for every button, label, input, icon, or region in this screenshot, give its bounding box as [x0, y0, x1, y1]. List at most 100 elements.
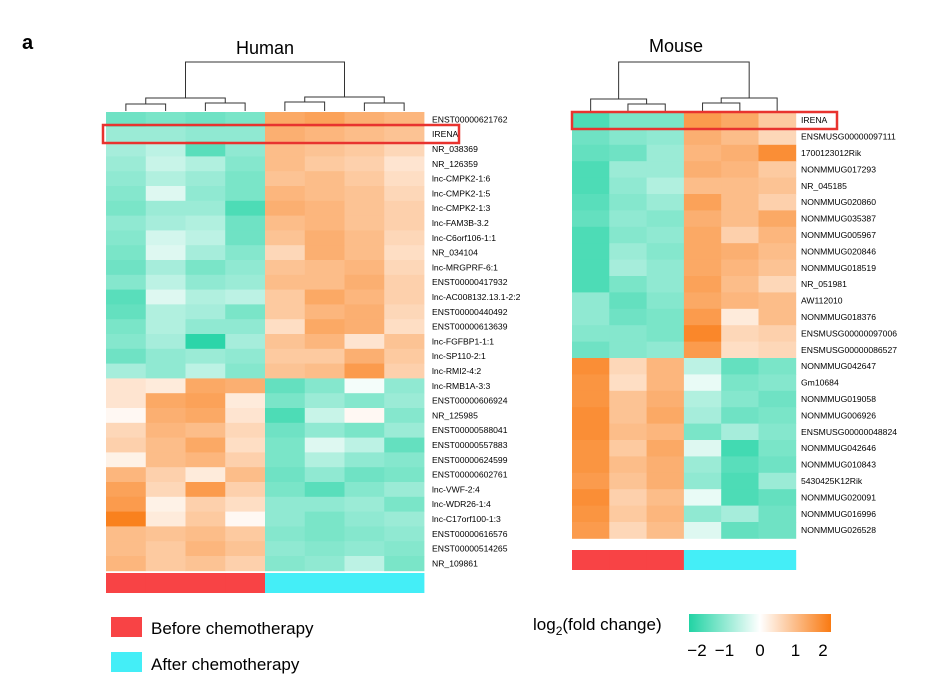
human-heatmap-cell	[344, 496, 385, 512]
human-heatmap-cell	[265, 511, 306, 527]
mouse-heatmap-cell	[609, 144, 647, 162]
human-heatmap-cell	[304, 289, 345, 305]
human-heatmap-cell	[185, 186, 226, 202]
human-heatmap-cell	[225, 171, 266, 187]
human-row-label: ENST00000624599	[432, 455, 508, 465]
human-heatmap-cell	[225, 215, 266, 231]
human-heatmap-cell	[304, 378, 345, 394]
human-heatmap-cell	[185, 363, 226, 379]
human-row-label: NR_126359	[432, 159, 478, 169]
human-heatmap-cell	[185, 126, 226, 142]
mouse-row-label: AW112010	[801, 296, 843, 306]
mouse-heatmap-cell	[683, 210, 722, 228]
human-title: Human	[236, 38, 294, 58]
mouse-heatmap-cell	[721, 358, 759, 375]
human-heatmap-cell	[185, 171, 226, 187]
mouse-heatmap-cell	[572, 194, 610, 211]
mouse-heatmap-cell	[572, 456, 610, 474]
human-heatmap-cell	[185, 289, 226, 305]
human-heatmap-cell	[145, 126, 186, 142]
mouse-heatmap-cell	[646, 456, 685, 474]
mouse-heatmap-cell	[721, 308, 759, 326]
human-heatmap-cell	[225, 186, 266, 202]
human-heatmap-cell	[344, 452, 385, 468]
human-heatmap-cell	[265, 141, 306, 157]
mouse-row-label: NR_051981	[801, 279, 847, 289]
human-heatmap-cell	[344, 348, 385, 364]
mouse-heatmap-cell	[758, 276, 797, 293]
human-heatmap-panel: Human ENST00000621762 IRENA NR_038369 NR_12…	[101, 38, 521, 593]
mouse-heatmap-cell	[683, 440, 722, 457]
mouse-row-label: 5430425K12Rik	[801, 476, 863, 486]
mouse-heatmap-cell	[609, 243, 647, 260]
human-row-labels: ENST00000621762 IRENA NR_038369 NR_126359ln…	[432, 114, 521, 568]
human-heatmap-cell	[265, 319, 306, 335]
human-row-label: ENST00000557883	[432, 440, 508, 450]
human-heatmap-cell	[384, 437, 425, 453]
mouse-row-label: NONMMUG018519	[801, 263, 876, 273]
human-heatmap-cell	[265, 452, 306, 468]
colorbar-tick-label: −1	[715, 641, 734, 660]
mouse-heatmap-cell	[646, 226, 685, 244]
human-heatmap-cell	[145, 556, 186, 572]
mouse-heatmap-cell	[609, 226, 647, 244]
human-heatmap-cell	[225, 230, 266, 246]
mouse-heatmap-cell	[721, 243, 759, 260]
human-heatmap-cell	[185, 319, 226, 335]
mouse-heatmap-cell	[721, 407, 759, 424]
mouse-heatmap-cell	[609, 489, 647, 506]
mouse-heatmap-cell	[758, 423, 797, 441]
mouse-row-label: NONMMUG026528	[801, 525, 876, 535]
mouse-heatmap-cell	[683, 456, 722, 474]
human-group-bar-cell	[304, 573, 345, 593]
human-heatmap-cell	[384, 422, 425, 438]
colorbar-gradient	[689, 614, 831, 632]
mouse-heatmap-cell	[646, 210, 685, 228]
human-heatmap-cell	[344, 156, 385, 172]
human-heatmap-cell	[225, 200, 266, 216]
human-heatmap-cell	[265, 334, 306, 350]
human-heatmap-cell	[225, 289, 266, 305]
human-heatmap-cell	[185, 422, 226, 438]
mouse-heatmap-cell	[646, 177, 685, 195]
human-heatmap-cell	[106, 482, 147, 498]
human-heatmap-cell	[384, 171, 425, 187]
human-row-label: lnc-C6orf106-1:1	[432, 233, 496, 243]
human-heatmap-cell	[185, 378, 226, 394]
mouse-heatmap-cell	[721, 177, 759, 195]
human-row-label: ENST00000514265	[432, 544, 508, 554]
mouse-dendrogram-link	[702, 102, 741, 111]
human-row-label: NR_125985	[432, 410, 478, 420]
mouse-heatmap-cell	[646, 489, 685, 506]
mouse-group-bar-cell	[721, 550, 759, 570]
mouse-row-label: NONMMUG020860	[801, 197, 876, 207]
mouse-heatmap-cell	[721, 456, 759, 474]
mouse-group-bar-cell	[609, 550, 647, 570]
human-heatmap-cell	[265, 363, 306, 379]
human-group-bar-cell	[344, 573, 385, 593]
mouse-heatmap-cell	[758, 308, 797, 326]
mouse-heatmap-cell	[758, 259, 797, 277]
human-heatmap-cell	[145, 334, 186, 350]
human-heatmap-cell	[344, 482, 385, 498]
mouse-group-bar-cell	[758, 550, 797, 570]
human-heatmap-cell	[145, 156, 186, 172]
human-heatmap-cell	[106, 496, 147, 512]
mouse-heatmap-cell	[609, 505, 647, 523]
mouse-heatmap-cell	[609, 177, 647, 195]
mouse-heatmap-cell	[758, 112, 797, 129]
mouse-heatmap-cell	[646, 390, 685, 408]
before-legend-label: Before chemotherapy	[151, 619, 314, 638]
mouse-group-bar	[572, 550, 797, 570]
human-heatmap-cell	[384, 126, 425, 142]
human-heatmap-cell	[304, 541, 345, 557]
human-heatmap-cell	[185, 230, 226, 246]
human-row-label: lnc-AC008132.13.1-2:2	[432, 292, 521, 302]
human-heatmap-cell	[225, 556, 266, 572]
human-heatmap-cell	[384, 511, 425, 527]
mouse-heatmap-cell	[683, 358, 722, 375]
mouse-heatmap-cell	[683, 472, 722, 490]
mouse-heatmap-cell	[721, 144, 759, 162]
mouse-heatmap-cell	[572, 358, 610, 375]
colorbar-legend: log2(fold change) −2 −1 0 1 2	[533, 614, 831, 660]
